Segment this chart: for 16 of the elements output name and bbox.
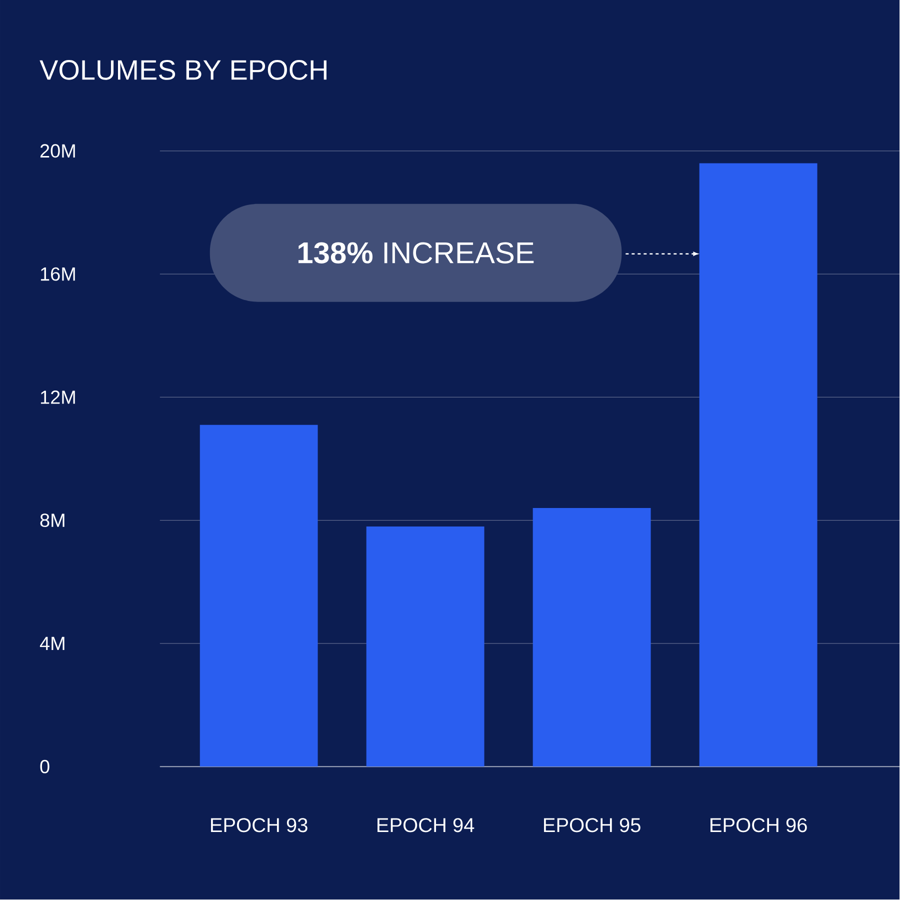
- bar: [200, 425, 318, 767]
- chart-title: VOLUMES BY EPOCH: [40, 60, 326, 80]
- y-tick-label: 12M: [40, 390, 75, 404]
- bar: [699, 163, 818, 767]
- y-tick-label: 16M: [40, 268, 75, 282]
- x-tick-label: EPOCH 94: [378, 818, 474, 832]
- y-tick-label: 8M: [40, 514, 64, 528]
- y-tick-label: 4M: [40, 637, 64, 650]
- annotation: 138% INCREASE: [298, 242, 534, 264]
- x-tick-label: EPOCH 96: [710, 818, 807, 832]
- bar: [532, 508, 651, 767]
- y-tick-label: 0: [40, 760, 50, 774]
- y-tick-label: 20M: [40, 144, 75, 158]
- x-tick-label: EPOCH 95: [544, 818, 640, 832]
- x-tick-label: EPOCH 93: [211, 818, 308, 832]
- bar: [366, 526, 484, 767]
